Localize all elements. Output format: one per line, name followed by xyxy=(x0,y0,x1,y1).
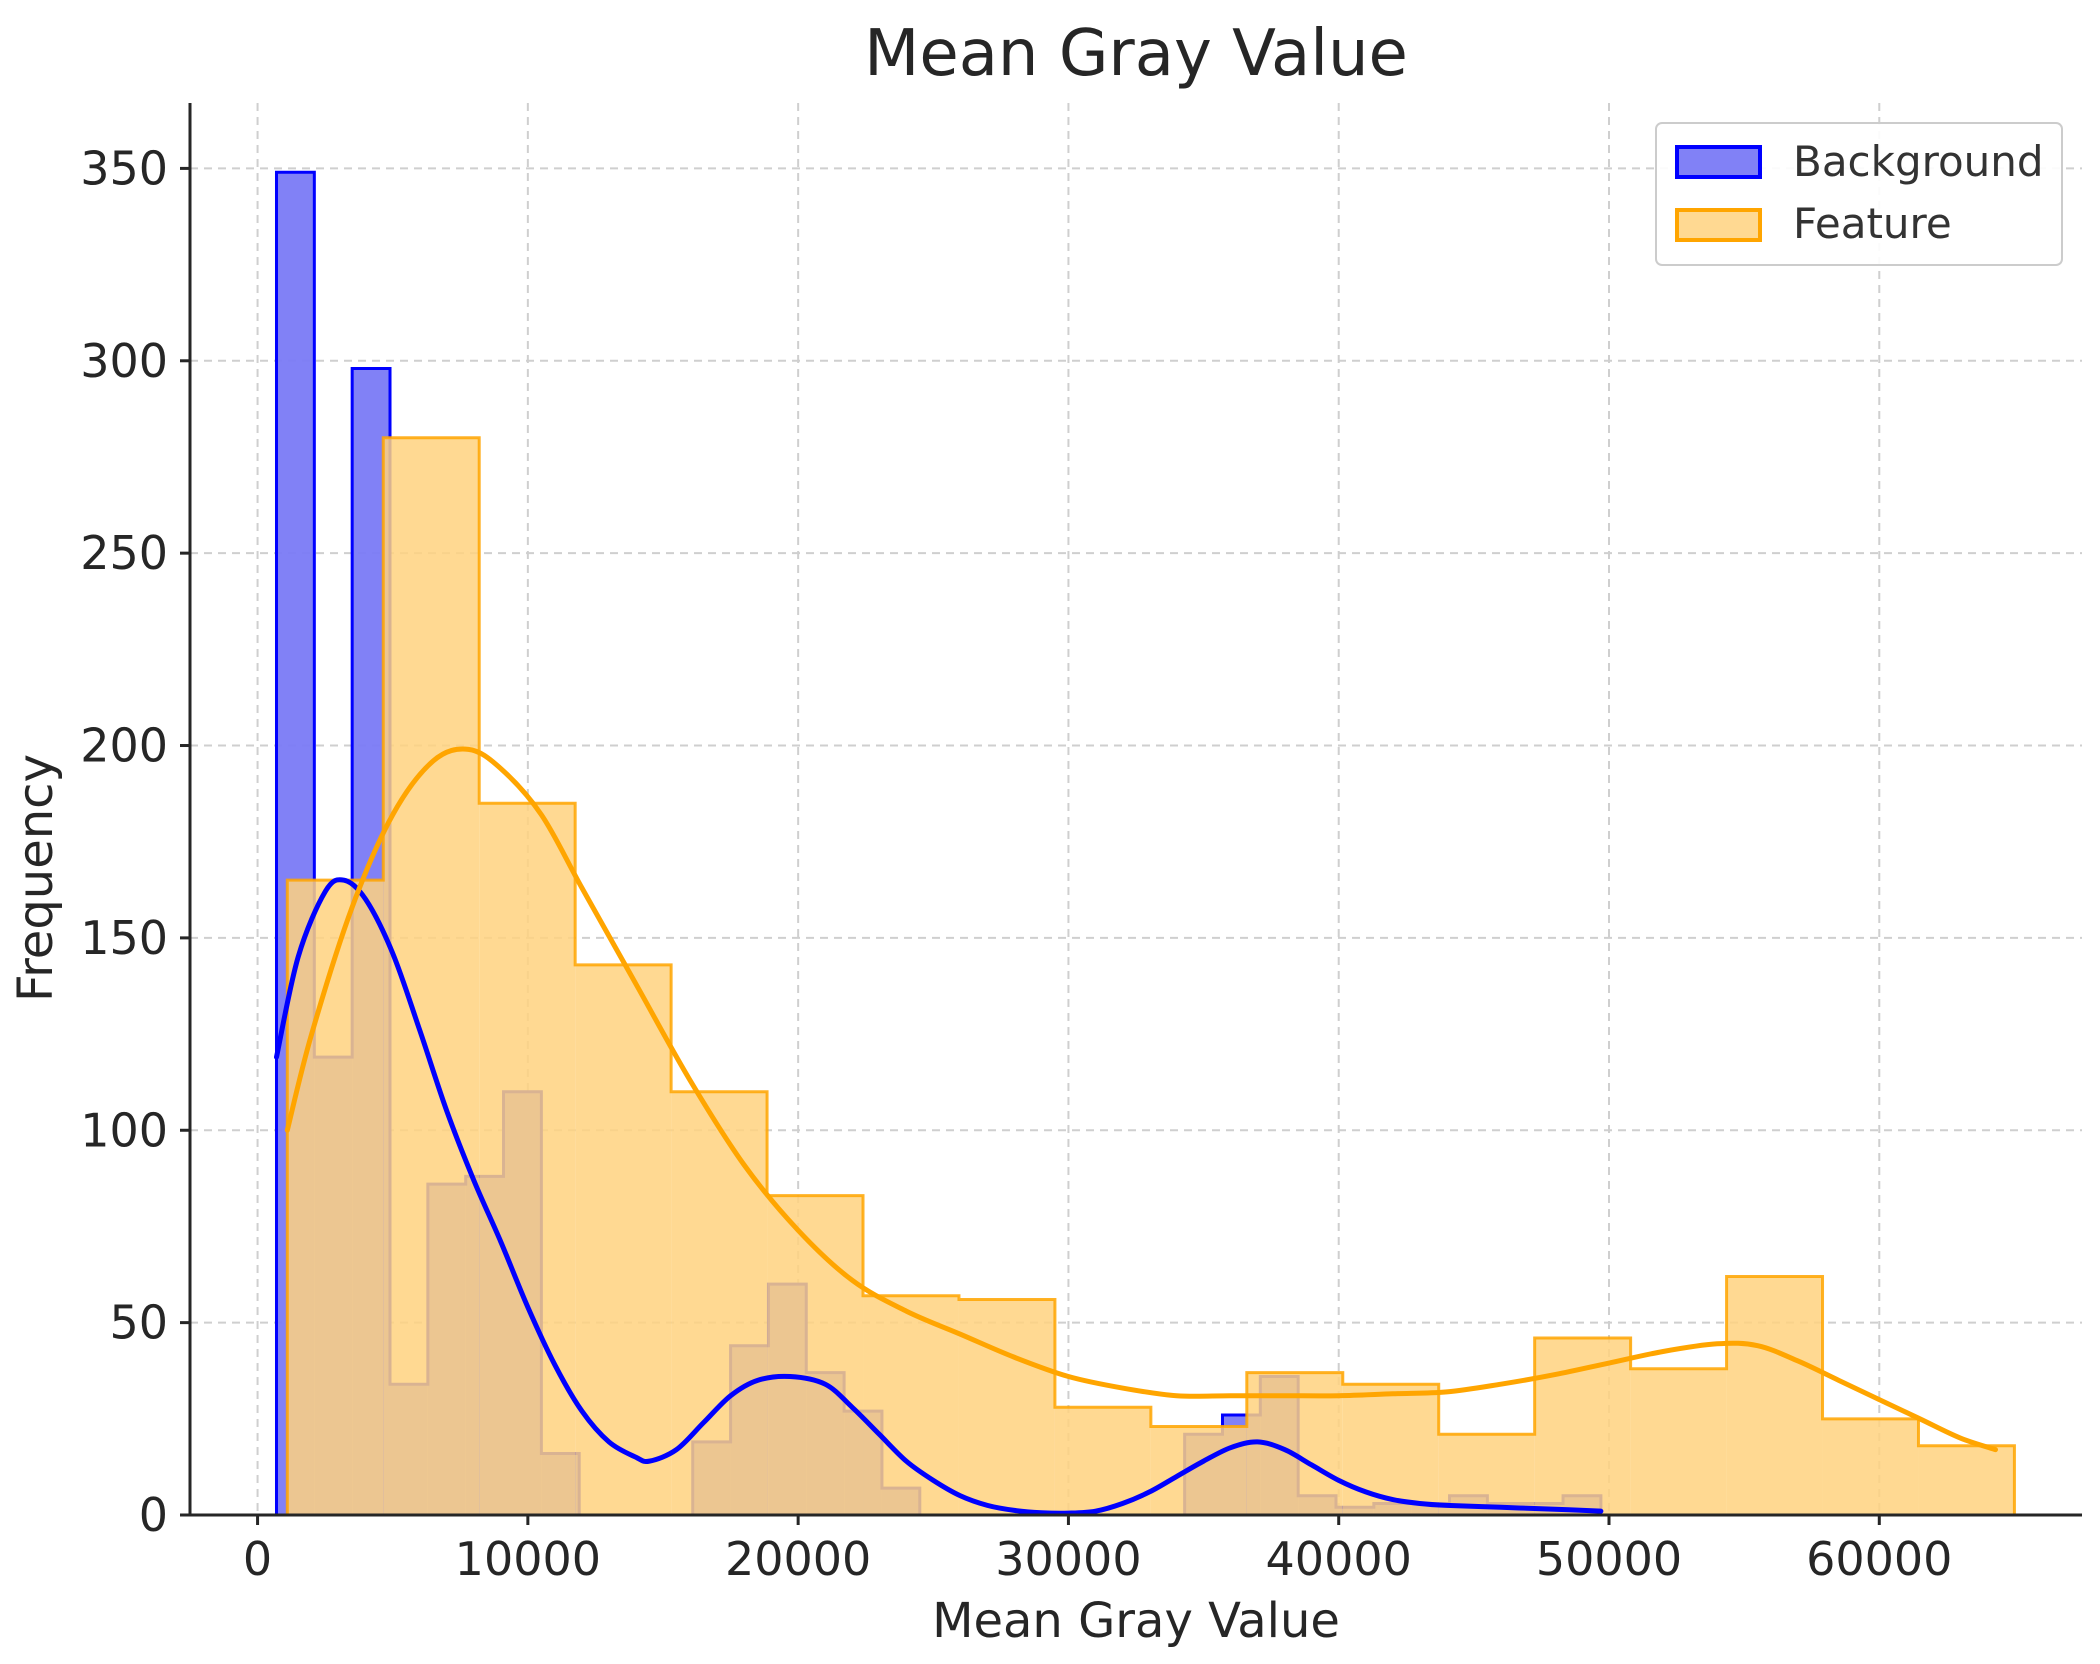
bar-feature xyxy=(1534,1338,1631,1515)
x-tick-label: 0 xyxy=(243,1532,272,1586)
outline-feature xyxy=(285,436,2016,1515)
tick-labels: 0 10000 20000 30000 40000 50000 60000 0 50 100 150… xyxy=(80,141,1952,1586)
kde-curves xyxy=(273,746,1999,1516)
bar-feature xyxy=(1630,1368,1727,1515)
y-tick-label: 350 xyxy=(80,141,168,195)
bar-feature xyxy=(479,803,576,1515)
histogram-bars xyxy=(274,170,2016,1517)
y-tick-label: 150 xyxy=(80,911,168,965)
legend-label-background: Background xyxy=(1793,137,2044,186)
bar-feature xyxy=(1438,1434,1535,1515)
bar-feature xyxy=(1726,1276,1823,1515)
bar-feature xyxy=(958,1299,1055,1515)
bar-feature xyxy=(575,964,672,1515)
x-tick-label: 30000 xyxy=(995,1532,1141,1586)
y-tick-label: 0 xyxy=(139,1488,168,1542)
y-tick-label: 300 xyxy=(80,334,168,388)
x-tick-label: 50000 xyxy=(1536,1532,1682,1586)
bar-feature xyxy=(1918,1445,2015,1515)
x-tick-label: 10000 xyxy=(455,1532,601,1586)
legend-swatch-background xyxy=(1675,145,1762,179)
y-tick-label: 50 xyxy=(109,1296,168,1350)
x-tick-label: 20000 xyxy=(725,1532,871,1586)
legend-swatch-feature xyxy=(1675,208,1762,242)
legend-label-feature: Feature xyxy=(1793,199,1952,248)
x-axis-title: Mean Gray Value xyxy=(932,1593,1340,1649)
axes xyxy=(180,103,2082,1525)
bar-feature xyxy=(1150,1426,1247,1515)
bar-feature xyxy=(1342,1384,1439,1515)
series-feature-bars xyxy=(285,436,2016,1515)
bar-feature xyxy=(767,1195,864,1515)
y-axis-title: Frequency xyxy=(8,754,64,1002)
bar-feature xyxy=(1822,1418,1919,1515)
kde-feature xyxy=(284,746,1999,1453)
bar-feature xyxy=(671,1091,768,1515)
bar-feature xyxy=(863,1295,959,1515)
bar-feature xyxy=(287,880,384,1515)
chart-title: Mean Gray Value xyxy=(864,17,1408,91)
y-tick-label: 250 xyxy=(80,526,168,580)
y-tick-label: 100 xyxy=(80,1103,168,1157)
legend: Background Feature xyxy=(1655,122,2063,266)
x-tick-label: 60000 xyxy=(1806,1532,1952,1586)
y-tick-label: 200 xyxy=(80,719,168,773)
kde-background xyxy=(273,877,1604,1516)
bar-feature xyxy=(383,437,480,1515)
x-tick-label: 40000 xyxy=(1266,1532,1412,1586)
